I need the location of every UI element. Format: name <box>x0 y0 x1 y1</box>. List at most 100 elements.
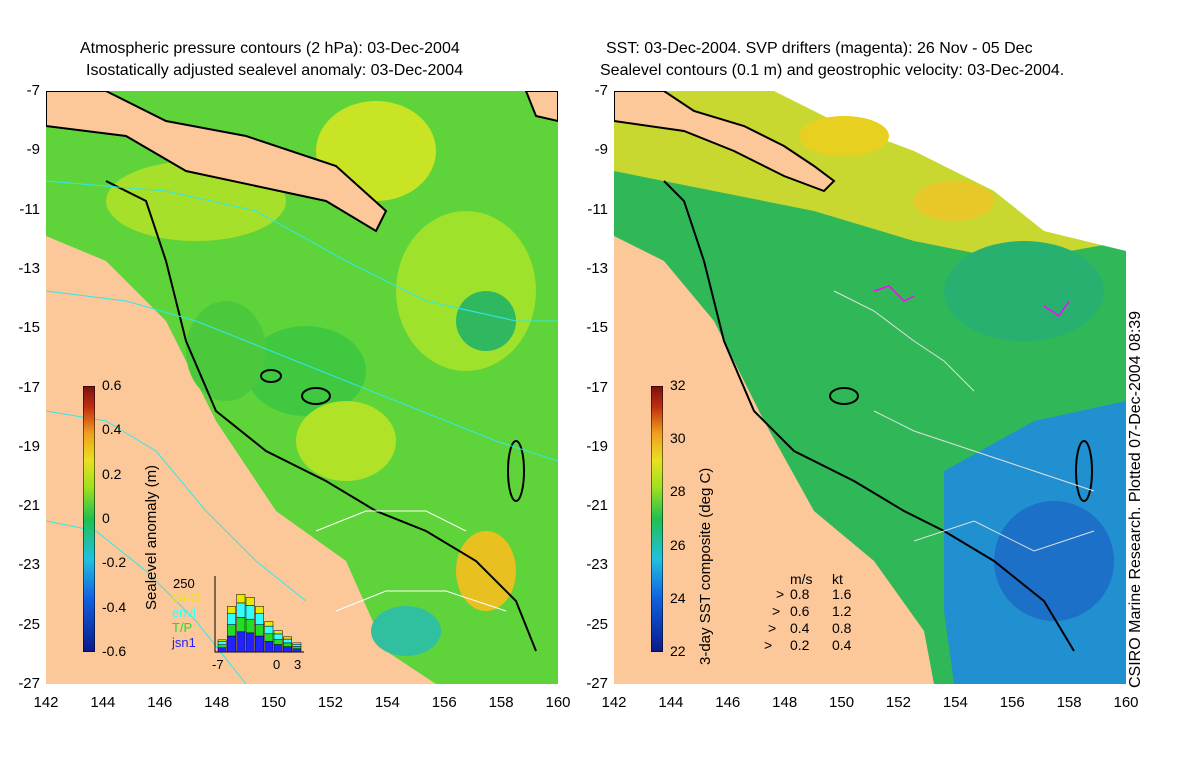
histogram-bar-segment <box>283 638 292 644</box>
sst-colorbar-label: 3-day SST composite (deg C) <box>697 467 714 665</box>
x-tick-label: 158 <box>488 694 514 711</box>
speed-key-ms: 0.2 <box>790 637 810 653</box>
histogram-bar-segment <box>236 593 246 604</box>
anomaly-patch <box>456 291 516 351</box>
speed-key-arrow-icon: > <box>776 586 785 602</box>
sealevel-colorbar-tick: 0.2 <box>102 465 122 482</box>
sst-colorbar-tick: 28 <box>670 483 686 500</box>
x-tick-label: 154 <box>942 694 968 711</box>
histogram-bar-segment <box>273 630 283 635</box>
plot-credit: CSIRO Marine Research. Plotted 07-Dec-20… <box>1127 310 1144 688</box>
histogram-bar-segment <box>273 644 283 653</box>
x-tick-label: 154 <box>374 694 400 711</box>
x-tick-label: 146 <box>147 694 173 711</box>
left-title-line1: Atmospheric pressure contours (2 hPa): 0… <box>80 40 460 57</box>
histogram-bar-segment <box>283 636 292 640</box>
y-tick-label: -13 <box>18 259 40 277</box>
histogram-bar-segment <box>236 602 246 618</box>
x-tick-label: 144 <box>658 694 684 711</box>
y-tick-label: -13 <box>586 259 608 277</box>
sst-map <box>614 91 1126 684</box>
land-mass <box>614 91 836 193</box>
right-title-line2: Sealevel contours (0.1 m) and geostrophi… <box>600 62 1065 79</box>
histogram-bar-segment <box>227 612 236 625</box>
histogram-bar-segment <box>217 639 227 642</box>
y-tick-label: -21 <box>586 497 608 515</box>
y-tick-label: -25 <box>18 615 40 633</box>
sealevel-colorbar-tick: 0 <box>102 510 110 526</box>
shelf-contour <box>663 180 1075 652</box>
drifter-track <box>873 285 915 302</box>
right-title-line1: SST: 03-Dec-2004. SVP drifters (magenta)… <box>606 40 1033 57</box>
y-tick-label: -7 <box>594 82 608 99</box>
speed-key-kt: 0.4 <box>832 637 852 653</box>
pressure-contour <box>315 510 467 532</box>
anomaly-patch <box>296 401 396 481</box>
speed-key-arrow-icon: > <box>772 603 781 619</box>
histogram-bar-segment <box>245 597 255 606</box>
histogram-bar-segment <box>236 617 246 633</box>
drifter-track <box>1043 300 1070 318</box>
histogram-bar-segment <box>292 648 302 653</box>
sealevel-anomaly-map <box>46 91 558 684</box>
sealevel-colorbar-tick: 0.4 <box>102 421 122 438</box>
reef-outline <box>829 387 859 405</box>
sst-colorbar-tick: 24 <box>670 589 686 606</box>
x-tick-label: 152 <box>885 694 911 711</box>
sst-colorbar <box>651 386 663 652</box>
speed-key-kt: 1.6 <box>832 586 852 602</box>
x-tick-label: 146 <box>715 694 741 711</box>
pressure-contour <box>46 180 558 322</box>
land-mass <box>524 91 558 123</box>
x-tick-label: 156 <box>999 694 1025 711</box>
anomaly-patch <box>246 326 366 416</box>
land-mass <box>46 91 388 233</box>
inset-x-label: -7 <box>212 657 224 672</box>
inset-x-label: 3 <box>294 657 302 672</box>
x-tick-label: 142 <box>33 694 59 711</box>
histogram-bar-segment <box>245 605 255 620</box>
histogram-bar-segment <box>264 625 274 635</box>
histogram-bar-segment <box>245 632 255 653</box>
sealevel-colorbar-tick: 0.6 <box>102 377 122 393</box>
y-tick-label: -21 <box>18 497 40 515</box>
sealevel-colorbar-label: Sealevel anomaly (m) <box>143 464 160 610</box>
y-tick-label: -17 <box>586 378 608 396</box>
histogram-bar-segment <box>273 638 283 645</box>
y-tick-label: -11 <box>19 200 40 218</box>
histogram-bar-segment <box>283 646 292 653</box>
histogram-bar-segment <box>292 643 302 647</box>
sst-patch <box>944 241 1104 341</box>
y-tick-label: -25 <box>586 615 608 633</box>
sst-colorbar-tick: 30 <box>670 430 686 447</box>
inset-legend-item: jsn1 <box>172 635 196 650</box>
sst-patch <box>914 181 994 221</box>
speed-key-ms: 0.6 <box>790 603 810 619</box>
y-tick-label: -23 <box>18 556 40 574</box>
x-tick-label: 150 <box>261 694 287 711</box>
histogram-bar-segment <box>227 635 236 653</box>
histogram-bar-segment <box>255 606 264 614</box>
histogram-bar-segment <box>273 633 283 640</box>
speed-key-ms: 0.4 <box>790 620 810 636</box>
speed-key-header-kt: kt <box>832 571 843 587</box>
histogram-bar-segment <box>217 644 227 648</box>
y-tick-label: -9 <box>594 141 608 159</box>
histogram-bar-segment <box>283 642 292 647</box>
histogram-bar-segment <box>264 641 274 653</box>
inset-legend-item: T/P <box>172 620 193 635</box>
sst-colorbar-tick: 32 <box>670 377 686 393</box>
pressure-contour <box>46 410 307 602</box>
anomaly-patch <box>371 606 441 656</box>
histogram-bar-segment <box>236 631 246 653</box>
reef-outline <box>301 387 331 405</box>
pressure-contour <box>46 290 558 462</box>
histogram-bar-segment <box>292 646 302 650</box>
sealevel-colorbar-tick: -0.2 <box>102 554 127 571</box>
inset-histogram <box>214 576 304 653</box>
x-tick-label: 158 <box>1056 694 1082 711</box>
reef-outline <box>1075 440 1093 502</box>
inset-legend-item: envi <box>172 605 196 620</box>
sst-patch <box>994 501 1114 621</box>
x-tick-label: 148 <box>772 694 798 711</box>
